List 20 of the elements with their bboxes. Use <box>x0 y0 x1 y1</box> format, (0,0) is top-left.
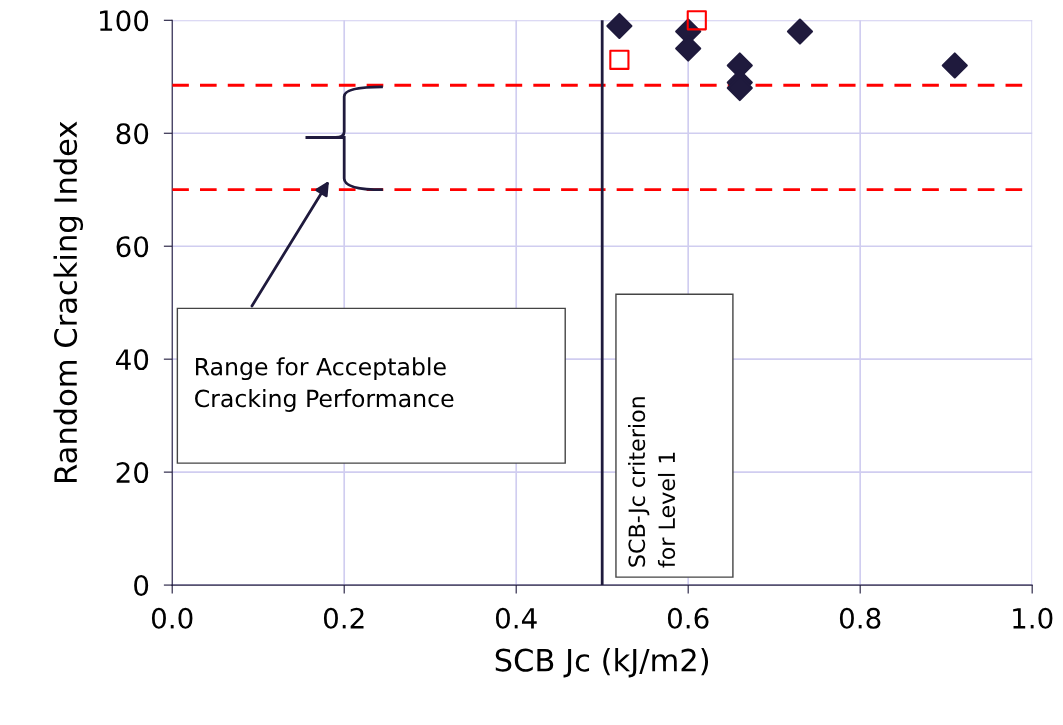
point <box>609 49 630 70</box>
annotation: Range for Acceptable Cracking Performance <box>195 357 454 412</box>
x-axis-title: SCB Jc (kJ/m2) <box>495 648 709 678</box>
y-tick-label: 80 <box>116 123 149 145</box>
ref-line-label: SCB-Jc criterion for Level 1 <box>627 397 676 568</box>
x-tick-label: 0.0 <box>151 607 193 629</box>
y-tick-label: 40 <box>116 349 149 371</box>
point <box>786 18 814 45</box>
y-tick-label: 100 <box>100 10 149 32</box>
point <box>606 12 633 40</box>
y-tick-label: 20 <box>116 462 149 484</box>
x-tick-label: 0.2 <box>323 607 364 629</box>
x-tick-label: 0.4 <box>495 607 537 629</box>
x-tick-label: 0.8 <box>839 607 881 629</box>
point <box>941 52 968 79</box>
x-tick-label: 0.6 <box>667 607 709 629</box>
y-axis-title: Random Cracking Index <box>53 121 84 482</box>
x-tick-label: 1.0 <box>1013 607 1053 629</box>
y-tick-label: 60 <box>116 236 149 258</box>
y-tick-label: 0 <box>134 575 149 597</box>
